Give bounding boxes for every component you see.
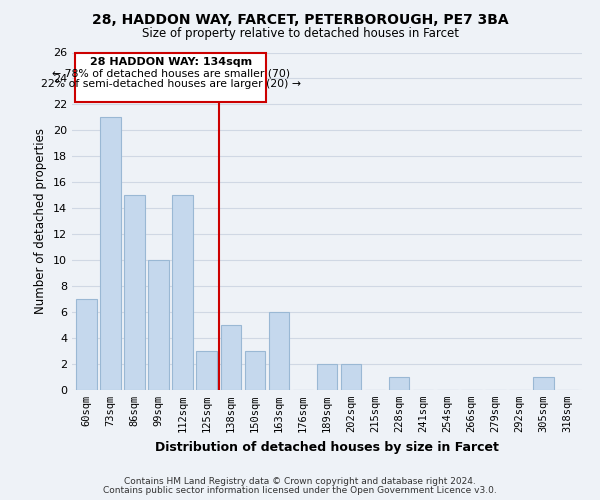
Text: Contains HM Land Registry data © Crown copyright and database right 2024.: Contains HM Land Registry data © Crown c… [124, 477, 476, 486]
Bar [124, 196, 145, 390]
Bar [389, 377, 409, 390]
Bar [245, 351, 265, 390]
Bar [533, 377, 554, 390]
Text: 28, HADDON WAY, FARCET, PETERBOROUGH, PE7 3BA: 28, HADDON WAY, FARCET, PETERBOROUGH, PE… [92, 12, 508, 26]
Text: Size of property relative to detached houses in Farcet: Size of property relative to detached ho… [142, 28, 458, 40]
Bar [221, 325, 241, 390]
Bar [100, 118, 121, 390]
Bar [196, 351, 217, 390]
Bar [317, 364, 337, 390]
X-axis label: Distribution of detached houses by size in Farcet: Distribution of detached houses by size … [155, 440, 499, 454]
Y-axis label: Number of detached properties: Number of detached properties [34, 128, 47, 314]
Bar [172, 196, 193, 390]
FancyBboxPatch shape [75, 52, 266, 102]
Bar [148, 260, 169, 390]
Bar [341, 364, 361, 390]
Bar [76, 299, 97, 390]
Text: ← 78% of detached houses are smaller (70): ← 78% of detached houses are smaller (70… [52, 68, 290, 78]
Text: 28 HADDON WAY: 134sqm: 28 HADDON WAY: 134sqm [89, 57, 251, 67]
Text: Contains public sector information licensed under the Open Government Licence v3: Contains public sector information licen… [103, 486, 497, 495]
Bar [269, 312, 289, 390]
Text: 22% of semi-detached houses are larger (20) →: 22% of semi-detached houses are larger (… [41, 79, 301, 89]
